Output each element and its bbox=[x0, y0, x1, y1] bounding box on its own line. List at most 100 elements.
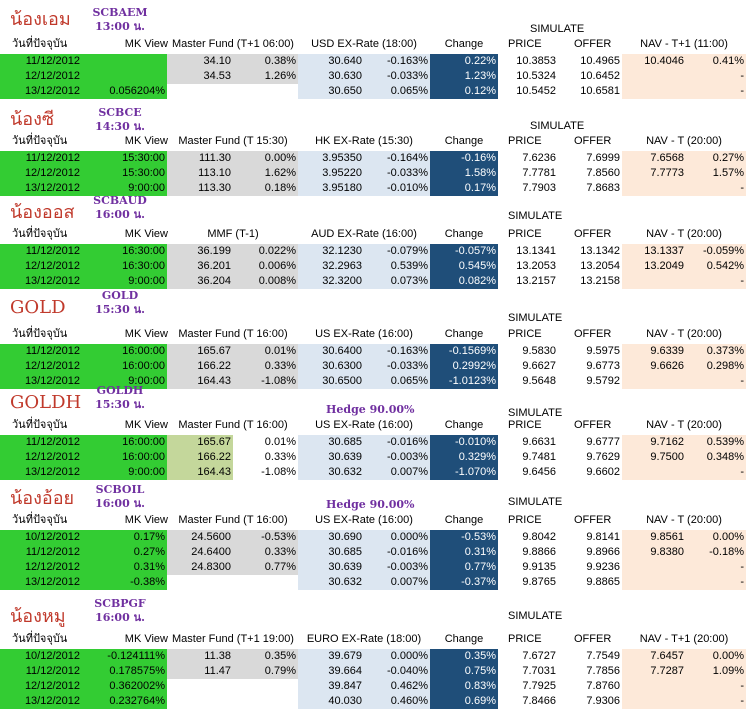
cell-m1 bbox=[167, 575, 233, 590]
cell-chg: -1.070% bbox=[430, 465, 498, 480]
cell-nav1 bbox=[622, 374, 686, 389]
cell-nav2: - bbox=[686, 465, 746, 480]
column-header-offer: OFFER bbox=[574, 328, 612, 340]
cell-m2: 0.01% bbox=[264, 436, 296, 448]
fund-nickname: GOLD bbox=[10, 297, 66, 318]
cell-nav2: - bbox=[686, 84, 746, 99]
cell-mk: 0.31% bbox=[82, 560, 167, 575]
cell-fx2: 0.065% bbox=[364, 84, 430, 99]
cell-nav1: 7.6457 bbox=[622, 649, 686, 664]
cell-nav2: 0.298% bbox=[686, 359, 746, 374]
cell-fx1: 30.6400 bbox=[298, 344, 364, 359]
cell-mk: 15:30:00 bbox=[82, 166, 167, 181]
cell-m1: 24.8300 bbox=[167, 560, 233, 575]
cell-m1: 34.10 bbox=[167, 54, 233, 69]
cell-fx1: 30.690 bbox=[298, 530, 364, 545]
cell-fx1: 3.95180 bbox=[298, 181, 364, 196]
column-header-nav: NAV - T (20:00) bbox=[646, 328, 722, 340]
cell-m1: 165.67 bbox=[167, 344, 233, 359]
cell-mk bbox=[82, 69, 167, 84]
cell-nav2: - bbox=[686, 274, 746, 289]
column-header-offer: OFFER bbox=[574, 228, 612, 240]
table-row: 12/12/2012 0.31% 24.8300 0.77% 30.639 -0.003%… bbox=[0, 560, 750, 575]
cell-fx2: -0.003% bbox=[364, 450, 430, 465]
column-header-fx: USD EX-Rate (18:00) bbox=[311, 38, 417, 50]
cell-date: 12/12/2012 bbox=[0, 259, 82, 274]
cell-offer: 10.6452 bbox=[580, 70, 620, 82]
cell-fx1: 30.639 bbox=[298, 450, 364, 465]
column-header-mk: MK View bbox=[124, 514, 168, 526]
cell-date: 12/12/2012 bbox=[0, 560, 82, 575]
cell-chg: 0.75% bbox=[430, 664, 498, 679]
cell-fx1: 3.95220 bbox=[298, 166, 364, 181]
fund-cutoff-time: 16:00 น. bbox=[95, 611, 145, 624]
table-row: 11/12/2012 16:30:00 36.199 0.022% 32.1230 -0.… bbox=[0, 244, 750, 259]
cell-m2: -0.53% bbox=[233, 530, 298, 545]
simulate-label: SIMULATE bbox=[508, 407, 563, 419]
column-header-date: วันที่ปัจจุบัน bbox=[12, 419, 68, 431]
cell-nav1: 9.8380 bbox=[622, 545, 686, 560]
cell-offer: 9.8966 bbox=[586, 546, 620, 558]
cell-price: 9.6627 bbox=[522, 360, 556, 372]
cell-price: 13.2157 bbox=[516, 275, 556, 287]
column-header-change: Change bbox=[444, 228, 484, 240]
table-row: 13/12/2012 -0.38% 30.632 0.007% -0.37% 9.8765… bbox=[0, 575, 750, 590]
cell-offer: 7.7856 bbox=[586, 665, 620, 677]
fund-section-scbpgf: น้องหมู SCBPGF 16:00 น. SIMULATE วันที่ปัจจุ… bbox=[0, 591, 750, 709]
cell-offer: 13.1342 bbox=[580, 245, 620, 257]
cell-nav1 bbox=[622, 465, 686, 480]
cell-m2: 0.006% bbox=[233, 259, 298, 274]
cell-fx2: -0.040% bbox=[364, 664, 430, 679]
column-header-mk: MK View bbox=[124, 633, 168, 645]
cell-mk: 0.232764% bbox=[82, 694, 167, 709]
cell-nav2: 0.539% bbox=[686, 435, 746, 450]
column-header-fx: US EX-Rate (16:00) bbox=[315, 514, 413, 526]
cell-fx2: 0.539% bbox=[364, 259, 430, 274]
cell-date: 12/12/2012 bbox=[0, 450, 82, 465]
cell-date: 13/12/2012 bbox=[0, 274, 82, 289]
cell-nav2: 0.00% bbox=[686, 530, 746, 545]
cell-offer: 9.6773 bbox=[586, 360, 620, 372]
cell-price: 9.8042 bbox=[522, 531, 556, 543]
cell-offer: 7.8760 bbox=[586, 680, 620, 692]
table-row: 11/12/2012 15:30:00 111.30 0.00% 3.95350 -0.1… bbox=[0, 151, 750, 166]
cell-fx1: 30.650 bbox=[298, 84, 364, 99]
cell-fx1: 39.679 bbox=[298, 649, 364, 664]
table-row: 11/12/2012 16:00:00 165.67 0.01% 30.685 -0.01… bbox=[0, 435, 750, 450]
cell-chg: -0.010% bbox=[430, 435, 498, 450]
fund-cutoff-time: 15:30 น. bbox=[95, 303, 145, 316]
table-row: 13/12/2012 0.232764% 40.030 0.460% 0.69% 7.84… bbox=[0, 694, 750, 709]
cell-offer: 7.8560 bbox=[586, 167, 620, 179]
fund-nickname: น้องหมู bbox=[10, 606, 66, 627]
cell-offer: 7.8683 bbox=[586, 182, 620, 194]
column-header-master: Master Fund (T+1 19:00) bbox=[172, 633, 294, 645]
cell-m2: 1.62% bbox=[233, 166, 298, 181]
cell-nav1: 7.7773 bbox=[622, 166, 686, 181]
fund-cutoff-time: 15:30 น. bbox=[95, 398, 145, 411]
cell-fx1: 30.640 bbox=[298, 54, 364, 69]
cell-nav1 bbox=[622, 694, 686, 709]
column-header-date: วันที่ปัจจุบัน bbox=[12, 228, 68, 240]
hedge-ratio-label: Hedge 90.00% bbox=[326, 498, 415, 511]
cell-fx1: 3.95350 bbox=[298, 151, 364, 166]
cell-offer: 13.2054 bbox=[580, 260, 620, 272]
cell-fx2: 0.073% bbox=[364, 274, 430, 289]
cell-date: 11/12/2012 bbox=[0, 54, 82, 69]
cell-date: 11/12/2012 bbox=[0, 545, 82, 560]
cell-date: 12/12/2012 bbox=[0, 69, 82, 84]
cell-nav2: 1.57% bbox=[686, 166, 746, 181]
cell-fx2: 0.460% bbox=[364, 694, 430, 709]
column-header-nav: NAV - T (20:00) bbox=[646, 228, 722, 240]
cell-chg: -0.37% bbox=[430, 575, 498, 590]
column-header-mk: MK View bbox=[124, 228, 168, 240]
cell-mk: 16:00:00 bbox=[82, 359, 167, 374]
column-header-nav: NAV - T+1 (11:00) bbox=[640, 38, 728, 50]
cell-date: 13/12/2012 bbox=[0, 374, 82, 389]
column-header-master: Master Fund (T+1 06:00) bbox=[172, 38, 294, 50]
column-header-fx: US EX-Rate (16:00) bbox=[315, 328, 413, 340]
cell-date: 13/12/2012 bbox=[0, 465, 82, 480]
cell-m1: 36.204 bbox=[167, 274, 233, 289]
column-header-nav: NAV - T (20:00) bbox=[646, 514, 722, 526]
cell-price: 7.7925 bbox=[522, 680, 556, 692]
cell-nav1: 9.6339 bbox=[622, 344, 686, 359]
